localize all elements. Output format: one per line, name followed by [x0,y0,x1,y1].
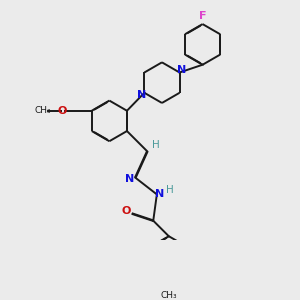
Text: N: N [177,65,187,75]
Text: N: N [137,90,147,100]
Text: F: F [199,11,206,21]
Text: CH₃: CH₃ [34,106,51,115]
Text: H: H [166,184,174,195]
Text: N: N [154,189,164,200]
Text: O: O [57,106,67,116]
Text: N: N [125,174,134,184]
Text: H: H [152,140,160,150]
Text: O: O [121,206,130,216]
Text: CH₃: CH₃ [160,292,177,300]
